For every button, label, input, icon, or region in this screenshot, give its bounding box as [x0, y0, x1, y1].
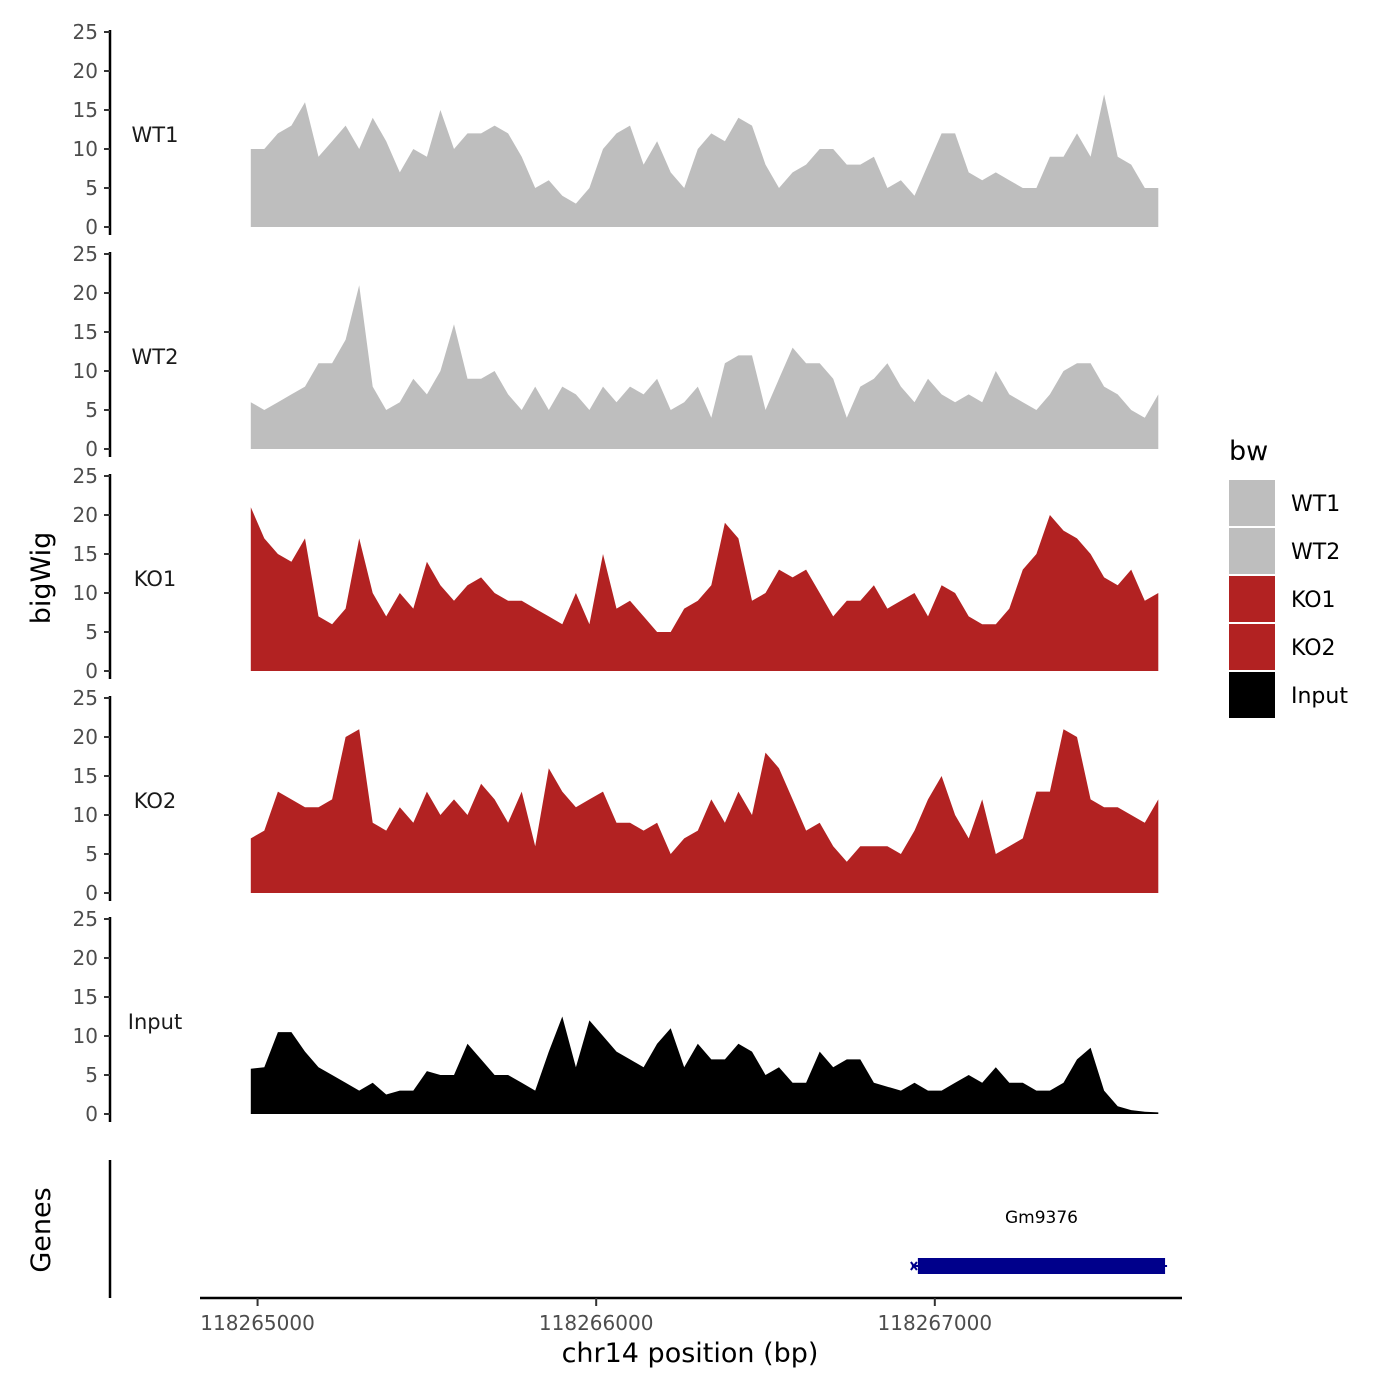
- y-tick-label: 25: [73, 686, 98, 710]
- legend-title: bw: [1229, 436, 1268, 467]
- legend-label: KO2: [1291, 636, 1336, 661]
- legend-swatch: [1229, 528, 1275, 574]
- track-panels: 0510152025WT10510152025WT20510152025KO10…: [73, 20, 1159, 1126]
- y-tick-label: 15: [73, 542, 98, 566]
- y-tick-label: 0: [85, 881, 98, 905]
- y-tick-label: 0: [85, 659, 98, 683]
- legend-swatch: [1229, 672, 1275, 718]
- legend-swatch: [1229, 624, 1275, 670]
- gene-gm9376: Gm9376: [910, 1208, 1168, 1274]
- legend-swatch: [1229, 576, 1275, 622]
- y-tick-label: 0: [85, 437, 98, 461]
- y-tick-label: 5: [85, 842, 98, 866]
- track-ko2: 0 5 10 15 20 25 KO2: [73, 686, 1159, 905]
- x-tick-label: 118267000: [878, 1311, 993, 1335]
- track-wt1: 0 5 10 15 20 25 WT1: [73, 20, 1159, 239]
- x-tick-label: 118266000: [539, 1311, 654, 1335]
- genes-axis-title: Genes: [26, 1187, 57, 1272]
- legend-item-input: Input: [1229, 672, 1348, 718]
- y-tick-label: 10: [73, 803, 98, 827]
- legend-label: Input: [1291, 684, 1348, 709]
- y-tick-label: 5: [85, 620, 98, 644]
- y-tick-label: 10: [73, 359, 98, 383]
- track-label: WT1: [132, 123, 179, 147]
- x-tick-label: 118265000: [200, 1311, 315, 1335]
- track-ko1: 0 5 10 15 20 25 KO1: [73, 464, 1159, 683]
- legend-item-wt1: WT1: [1229, 480, 1340, 526]
- y-tick-label: 0: [85, 1102, 98, 1126]
- track-label: KO1: [134, 567, 177, 591]
- legend-item-ko2: KO2: [1229, 624, 1336, 670]
- gene-body: [917, 1258, 1166, 1274]
- genes-panel: Gm9376: [108, 1160, 1168, 1298]
- y-tick-label: 20: [73, 281, 98, 305]
- y-tick-label: 20: [73, 59, 98, 83]
- y-tick-label: 20: [73, 946, 98, 970]
- track-label: Input: [128, 1010, 182, 1034]
- y-tick-label: 25: [73, 20, 98, 44]
- area-wt1: [250, 94, 1159, 228]
- legend-label: WT1: [1291, 492, 1340, 517]
- y-tick-label: 10: [73, 1024, 98, 1048]
- y-tick-label: 25: [73, 242, 98, 266]
- x-axis-title: chr14 position (bp): [562, 1338, 819, 1369]
- y-tick-label: 5: [85, 176, 98, 200]
- legend-label: KO1: [1291, 588, 1336, 613]
- y-tick-label: 10: [73, 581, 98, 605]
- legend-label: WT2: [1291, 540, 1340, 565]
- legend-item-ko1: KO1: [1229, 576, 1336, 622]
- legend: bw WT1 WT2 KO1 KO2 Input: [1229, 436, 1348, 718]
- y-tick-label: 0: [85, 215, 98, 239]
- y-tick-label: 15: [73, 98, 98, 122]
- y-tick-label: 5: [85, 1063, 98, 1087]
- y-tick-label: 20: [73, 503, 98, 527]
- y-tick-label: 15: [73, 764, 98, 788]
- area-input: [250, 1016, 1159, 1114]
- area-ko1: [250, 507, 1159, 671]
- y-tick-label: 5: [85, 398, 98, 422]
- x-axis: 118265000 118266000 118267000: [200, 1296, 1182, 1335]
- y-tick-label: 25: [73, 907, 98, 931]
- gene-label: Gm9376: [1005, 1208, 1078, 1228]
- area-ko2: [250, 729, 1159, 893]
- y-tick-label: 15: [73, 985, 98, 1009]
- y-tick-label: 25: [73, 464, 98, 488]
- track-label: WT2: [132, 345, 179, 369]
- y-tick-label: 15: [73, 320, 98, 344]
- track-label: KO2: [134, 789, 177, 813]
- legend-item-wt2: WT2: [1229, 528, 1340, 574]
- y-tick-label: 10: [73, 137, 98, 161]
- track-wt2: 0 5 10 15 20 25 WT2: [73, 242, 1159, 461]
- area-wt2: [250, 285, 1159, 449]
- y-axis-title: bigWig: [26, 532, 57, 625]
- y-tick-label: 20: [73, 725, 98, 749]
- legend-swatch: [1229, 480, 1275, 526]
- gene-start-marker: [910, 1261, 918, 1271]
- track-input: 0 5 10 15 20 25 Input: [73, 907, 1159, 1126]
